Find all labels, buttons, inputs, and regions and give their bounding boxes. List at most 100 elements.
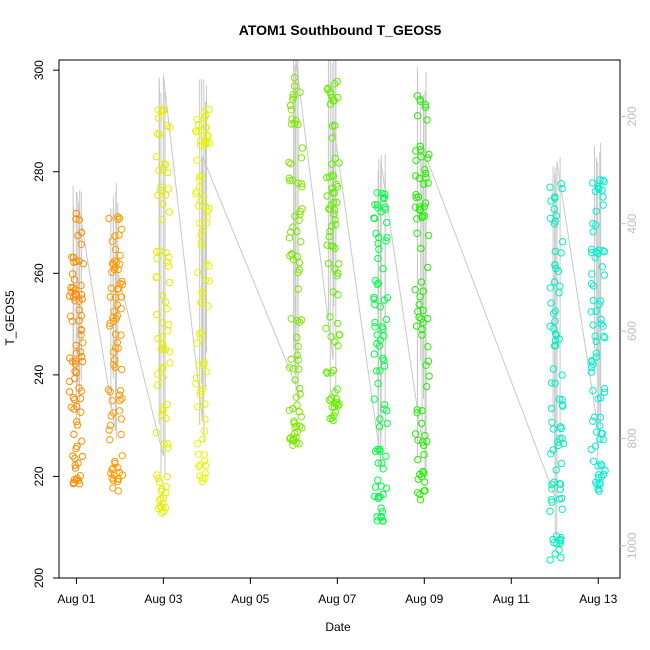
data-point — [294, 120, 302, 129]
data-point — [77, 311, 86, 320]
data-point — [197, 141, 205, 149]
data-point — [322, 368, 331, 376]
data-point — [65, 388, 74, 396]
data-point — [163, 258, 172, 266]
data-point — [328, 160, 336, 168]
data-point — [195, 202, 203, 210]
data-point — [165, 262, 173, 270]
data-point — [419, 438, 427, 446]
data-point — [425, 150, 433, 159]
data-point — [417, 419, 426, 428]
data-point — [599, 435, 607, 444]
data-point — [118, 277, 126, 286]
data-point — [587, 368, 596, 376]
data-point — [203, 213, 211, 221]
data-point — [379, 194, 388, 203]
data-point — [334, 269, 342, 277]
data-point — [111, 232, 119, 240]
data-point — [162, 191, 170, 199]
data-point — [412, 147, 420, 155]
data-point — [166, 348, 174, 356]
data-point — [417, 244, 425, 253]
data-point — [154, 335, 162, 343]
data-point — [551, 550, 559, 558]
data-point — [417, 278, 426, 286]
data-point — [197, 171, 206, 180]
data-point — [194, 450, 203, 458]
data-point — [287, 228, 295, 236]
data-point — [412, 172, 420, 180]
data-point — [289, 365, 297, 373]
data-point — [335, 331, 343, 339]
data-point — [71, 286, 79, 294]
data-point — [201, 415, 209, 423]
data-point — [77, 331, 85, 339]
data-point — [292, 433, 300, 442]
data-point — [296, 88, 304, 96]
data-point — [117, 415, 126, 423]
data-point — [546, 507, 554, 515]
data-point — [287, 160, 295, 168]
data-point — [158, 333, 167, 341]
data-point — [416, 142, 424, 151]
data-point — [594, 462, 602, 470]
data-point — [75, 480, 84, 488]
data-point — [157, 183, 165, 191]
data-point — [425, 372, 433, 380]
data-point — [164, 320, 173, 329]
data-point — [162, 483, 170, 491]
data-point — [163, 400, 171, 409]
data-point — [327, 333, 335, 341]
data-point — [334, 402, 342, 410]
data-point — [413, 489, 422, 497]
data-point — [155, 478, 164, 486]
axes: Aug 01 Aug 03 Aug 05 Aug 07 Aug 09 Aug 11 Aug … — [32, 59, 639, 606]
data-point — [153, 381, 162, 389]
data-point — [116, 386, 125, 395]
data-point — [372, 367, 381, 375]
data-point — [419, 467, 427, 476]
data-point — [372, 229, 380, 238]
data-point — [589, 321, 597, 329]
data-point — [420, 487, 428, 495]
data-point — [326, 88, 335, 96]
data-point — [202, 368, 211, 376]
data-point — [420, 203, 429, 211]
data-point — [197, 328, 206, 337]
data-point — [198, 227, 206, 235]
data-point — [117, 305, 125, 313]
data-point — [295, 408, 303, 416]
data-point — [599, 470, 608, 479]
data-point — [334, 342, 342, 350]
data-point — [164, 185, 173, 193]
data-point — [595, 471, 603, 479]
data-point — [78, 452, 87, 461]
data-point — [154, 474, 163, 483]
data-point — [117, 331, 125, 339]
data-point — [419, 306, 427, 315]
data-point — [297, 180, 306, 188]
data-point — [289, 223, 297, 231]
data-point — [593, 481, 601, 489]
data-point — [591, 253, 599, 262]
data-point — [326, 414, 334, 423]
data-point — [110, 265, 119, 274]
data-point — [331, 388, 339, 396]
data-point — [587, 280, 596, 288]
y-tick-label: 200 — [32, 568, 46, 588]
data-point — [333, 183, 342, 191]
data-point — [332, 400, 340, 408]
data-point — [70, 476, 79, 484]
data-point — [592, 349, 601, 357]
data-point — [551, 317, 559, 325]
data-point — [416, 292, 424, 301]
data-point — [558, 371, 566, 379]
data-point — [193, 440, 202, 448]
data-point — [199, 435, 207, 443]
data-point — [380, 332, 388, 340]
data-point — [548, 480, 556, 489]
chart-title: ATOM1 Southbound T_GEOS5 — [239, 22, 442, 38]
data-point — [382, 452, 390, 460]
data-point — [110, 348, 118, 356]
y2-tick-label: 800 — [625, 428, 639, 448]
